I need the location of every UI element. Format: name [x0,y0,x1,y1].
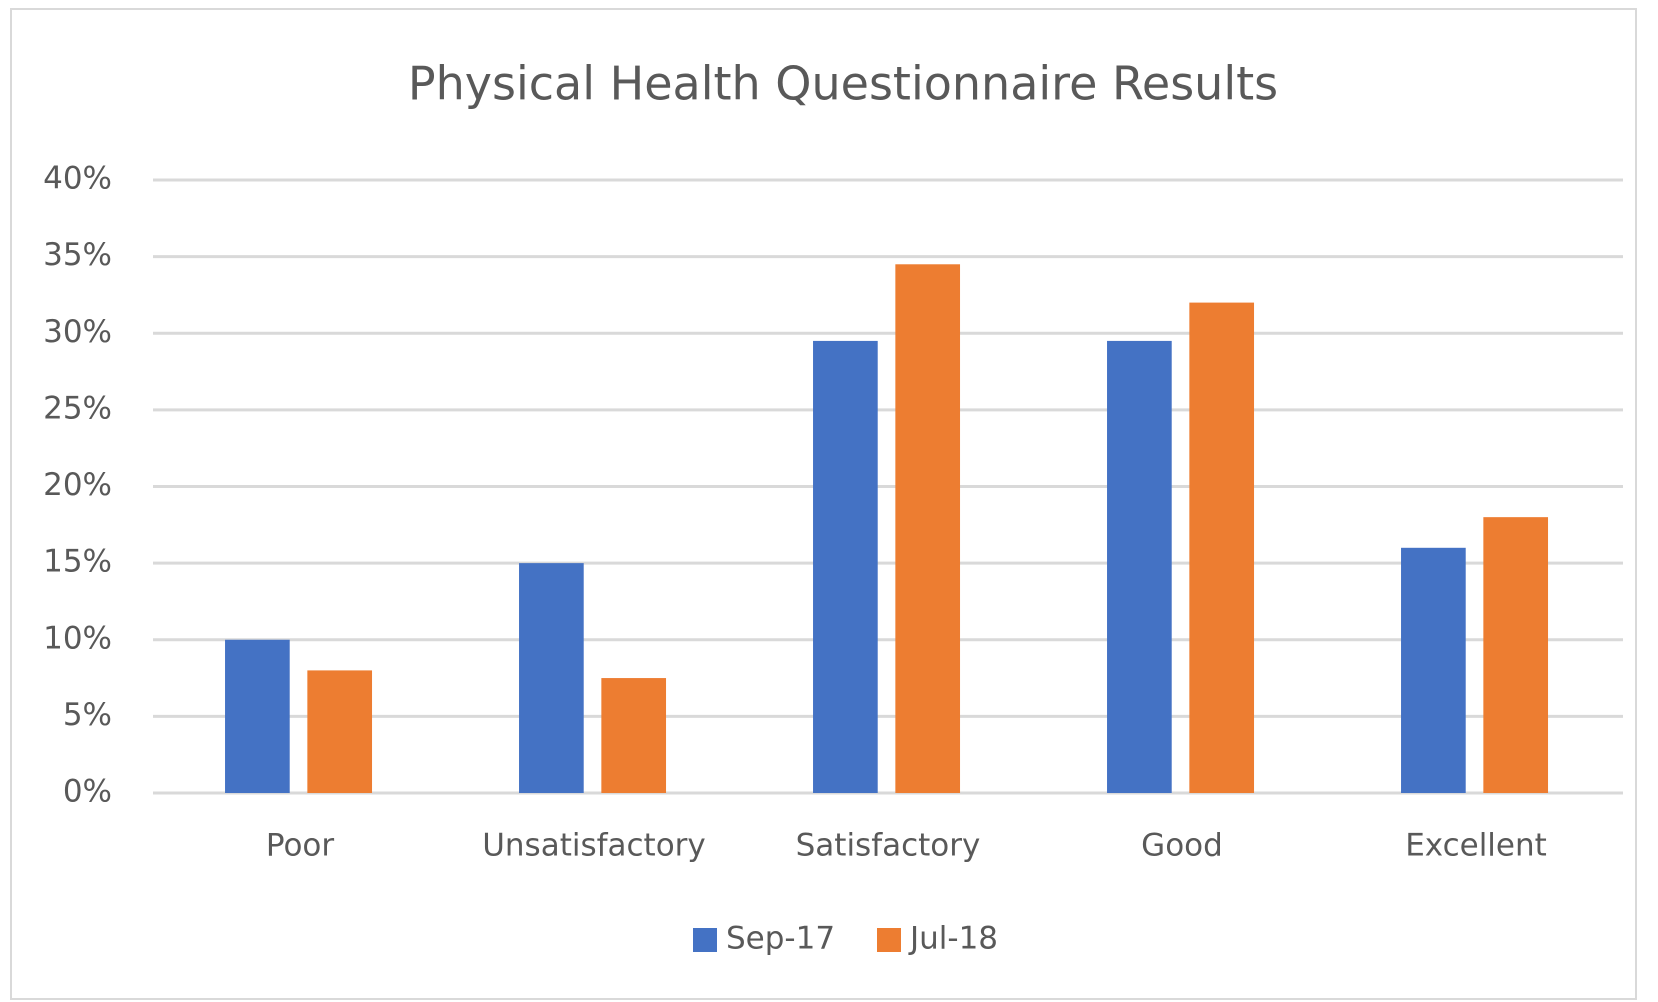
bar [307,670,373,793]
x-tick-label: Good [1141,828,1223,864]
bar [1483,517,1549,793]
bar [1401,547,1466,793]
bar [1107,340,1172,793]
bar [895,264,961,794]
legend-swatch [877,928,901,952]
y-tick-label: 0% [63,774,112,810]
chart-title: Physical Health Questionnaire Results [408,57,1278,111]
x-tick-label: Poor [266,828,335,864]
y-tick-label: 40% [43,161,112,197]
x-tick-label: Satisfactory [796,828,981,864]
bar [519,563,584,793]
y-tick-label: 20% [43,467,112,503]
bar [813,340,878,793]
y-tick-label: 35% [43,237,112,273]
x-tick-label: Unsatisfactory [482,828,706,864]
y-tick-label: 10% [43,620,112,656]
legend-swatch [693,928,717,952]
legend-label: Jul-18 [908,921,998,957]
y-tick-label: 15% [43,544,112,580]
y-tick-label: 25% [43,390,112,426]
y-tick-label: 30% [43,314,112,350]
legend-label: Sep-17 [726,921,835,957]
y-tick-label: 5% [63,697,112,733]
bar [1189,302,1255,793]
x-tick-label: Excellent [1405,828,1547,864]
bar [225,639,290,793]
bar [601,678,667,793]
